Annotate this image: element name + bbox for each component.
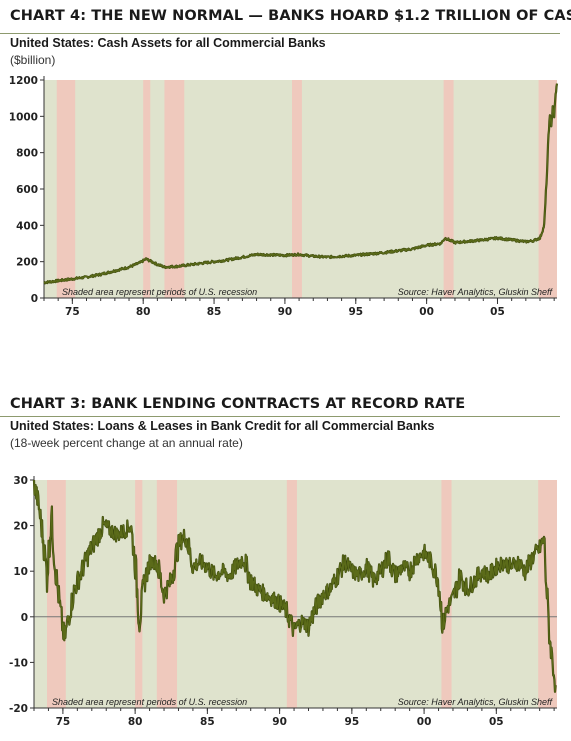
x-tick-label: 05 xyxy=(490,306,505,318)
y-tick-label: 0 xyxy=(21,612,28,624)
chart-subtitle: United States: Loans & Leases in Bank Cr… xyxy=(10,419,435,433)
recession-note: Shaded area represent periods of U.S. re… xyxy=(62,287,257,297)
bank-lending-chart: -20 -10 0 10 20 30 75 80 85 90 95 00 05 Shaded area r… xyxy=(9,475,557,728)
cash-assets-chart: 0 200 400 600 800 1000 1200 75 80 85 90 95 00 05 Shade… xyxy=(9,75,559,318)
recession-band xyxy=(56,80,76,298)
y-tick-label: 800 xyxy=(16,148,38,160)
y-tick-label: 0 xyxy=(31,293,38,305)
data-series-line-highlight xyxy=(33,479,557,693)
y-tick-label: 1200 xyxy=(9,75,38,87)
recession-band xyxy=(164,80,185,298)
x-tick-label: 75 xyxy=(65,306,80,318)
chart-subtitle: United States: Cash Assets for all Comme… xyxy=(10,36,326,50)
x-tick-label: 90 xyxy=(278,306,293,318)
recession-band xyxy=(538,80,557,298)
x-tick-label: 85 xyxy=(200,716,215,728)
source-note: Source: Haver Analytics, Gluskin Sheff xyxy=(398,287,554,297)
recession-band xyxy=(143,80,151,298)
recession-band xyxy=(135,480,143,708)
x-tick-label: 95 xyxy=(345,716,360,728)
x-tick-label: 75 xyxy=(56,716,71,728)
x-tick-label: 80 xyxy=(128,716,143,728)
y-tick-label: -10 xyxy=(9,657,28,669)
y-tick-label: 10 xyxy=(13,566,28,578)
title-rule xyxy=(0,33,560,34)
x-tick-label: 05 xyxy=(489,716,504,728)
x-tick-label: 85 xyxy=(207,306,222,318)
chart-title: CHART 4: THE NEW NORMAL — BANKS HOARD $1… xyxy=(10,8,571,24)
x-tick-label: 00 xyxy=(417,716,432,728)
chart-unit: (18-week percent change at an annual rat… xyxy=(10,436,243,450)
chart-title: CHART 3: BANK LENDING CONTRACTS AT RECOR… xyxy=(10,396,466,412)
x-tick-label: 90 xyxy=(272,716,287,728)
y-tick-label: 20 xyxy=(13,521,28,533)
recession-band xyxy=(47,480,66,708)
y-tick-label: 30 xyxy=(13,475,28,487)
x-tick-label: 00 xyxy=(419,306,434,318)
x-tick-label: 80 xyxy=(136,306,151,318)
recession-band xyxy=(443,80,454,298)
chart-panel-cash-assets: CHART 4: THE NEW NORMAL — BANKS HOARD $1… xyxy=(0,0,571,330)
recession-band xyxy=(441,480,452,708)
chart-unit: ($billion) xyxy=(10,53,56,67)
y-tick-label: 1000 xyxy=(9,111,38,123)
y-tick-label: -20 xyxy=(9,703,28,715)
y-tick-label: 200 xyxy=(16,257,38,269)
recession-band xyxy=(291,80,302,298)
title-rule xyxy=(0,416,560,417)
y-tick-label: 400 xyxy=(16,220,38,232)
recession-band xyxy=(286,480,297,708)
chart-panel-bank-lending: CHART 3: BANK LENDING CONTRACTS AT RECOR… xyxy=(0,388,571,741)
data-series-line-highlight xyxy=(43,83,558,284)
x-tick-label: 95 xyxy=(348,306,363,318)
recession-note: Shaded area represent periods of U.S. re… xyxy=(52,697,247,707)
source-note: Source: Haver Analytics, Gluskin Sheff xyxy=(398,697,554,707)
y-tick-label: 600 xyxy=(16,184,38,196)
